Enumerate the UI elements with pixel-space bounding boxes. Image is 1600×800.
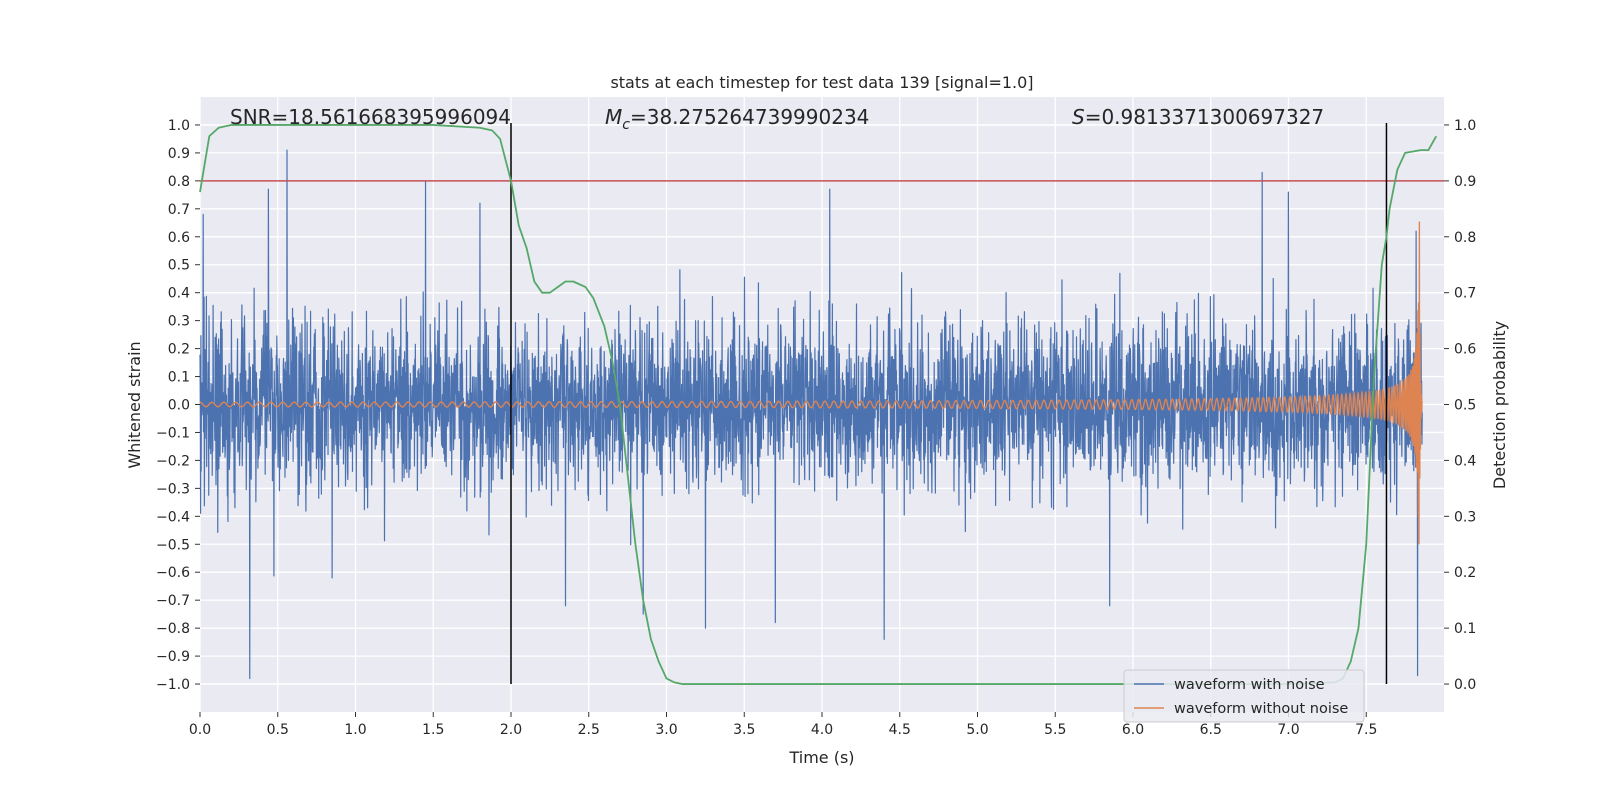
x-tick-label: 4.0 — [811, 722, 833, 738]
legend-box — [1123, 669, 1365, 723]
y-axis-title-left: Whitened strain — [125, 341, 144, 468]
y-tick-label-left: 0.8 — [168, 174, 190, 190]
y-tick-label-left: 0.5 — [168, 258, 190, 274]
y-axis-title-right: Detection probability — [1490, 321, 1509, 489]
y-tick-label-left: 1.0 — [168, 118, 190, 134]
x-tick-label: 0.0 — [189, 722, 211, 738]
noisy-waveform-line — [199, 149, 1423, 680]
chirp-mass-subscript: c — [622, 117, 630, 133]
y-tick-label-right: 0.4 — [1454, 453, 1476, 469]
score-annotation: S=0.9813371300697327 — [1072, 105, 1324, 129]
x-tick-label: 1.5 — [422, 722, 444, 738]
x-tick-label: 5.0 — [966, 722, 988, 738]
x-tick-label: 6.5 — [1200, 722, 1222, 738]
y-tick-label-right: 0.6 — [1454, 342, 1476, 358]
y-tick-label-left: −0.6 — [156, 565, 190, 581]
y-tick-label-left: −0.3 — [156, 481, 190, 497]
axes: 0.0 0.5 1.0 1.5 2.0 2.5 3.0 3.5 4.0 4.5 5.0 5.5 6.0 6… — [156, 118, 1476, 738]
y-tick-label-left: 0.0 — [168, 398, 190, 414]
x-tick-label: 2.0 — [500, 722, 522, 738]
y-tick-label-left: −0.5 — [156, 537, 190, 553]
score-value: =0.9813371300697327 — [1085, 105, 1324, 129]
y-tick-label-left: −1.0 — [156, 677, 190, 693]
x-tick-label: 6.0 — [1122, 722, 1144, 738]
x-tick-label: 1.0 — [344, 722, 366, 738]
detection-probability-line — [199, 124, 1438, 685]
chart-title: stats at each timestep for test data 139… — [610, 73, 1033, 92]
x-tick-label: 7.0 — [1277, 722, 1299, 738]
y-tick-label-right: 0.1 — [1454, 621, 1476, 637]
y-tick-label-right: 0.0 — [1454, 677, 1476, 693]
y-tick-label-left: −0.7 — [156, 593, 190, 609]
x-tick-label: 4.5 — [889, 722, 911, 738]
y-tick-label-left: −0.8 — [156, 621, 190, 637]
x-tick-label: 5.5 — [1044, 722, 1066, 738]
y-tick-label-left: −0.2 — [156, 453, 190, 469]
chirp-mass-symbol: M — [605, 105, 622, 129]
y-tick-label-left: 0.2 — [168, 342, 190, 358]
legend-label-noise: waveform with noise — [1174, 677, 1325, 693]
plot-content — [199, 122, 1444, 685]
x-tick-label: 2.5 — [578, 722, 600, 738]
x-tick-label: 3.5 — [733, 722, 755, 738]
y-tick-label-left: −0.9 — [156, 649, 190, 665]
x-tick-label: 7.5 — [1355, 722, 1377, 738]
legend: waveform with noise waveform without noi… — [1123, 669, 1365, 723]
y-tick-label-left: 0.1 — [168, 370, 190, 386]
y-tick-label-left: 0.7 — [168, 202, 190, 218]
y-tick-label-right: 0.7 — [1454, 286, 1476, 302]
x-tick-label: 0.5 — [267, 722, 289, 738]
x-tick-label: 3.0 — [655, 722, 677, 738]
x-axis-title: Time (s) — [788, 748, 854, 767]
chirp-mass-annotation: Mc=38.275264739990234 — [605, 105, 869, 133]
legend-label-clean: waveform without noise — [1174, 701, 1348, 717]
score-symbol: S — [1072, 105, 1085, 129]
y-tick-label-right: 0.5 — [1454, 398, 1476, 414]
y-tick-label-right: 0.8 — [1454, 230, 1476, 246]
clean-waveform-line — [199, 221, 1423, 545]
y-tick-label-left: 0.3 — [168, 314, 190, 330]
snr-annotation: SNR=18.561668395996094 — [230, 105, 511, 129]
chirp-mass-value: =38.275264739990234 — [630, 105, 869, 129]
y-tick-label-left: 0.6 — [168, 230, 190, 246]
y-tick-label-left: −0.4 — [156, 509, 190, 525]
y-tick-label-right: 0.3 — [1454, 509, 1476, 525]
y-tick-label-left: −0.1 — [156, 425, 190, 441]
y-tick-label-right: 0.9 — [1454, 174, 1476, 190]
y-tick-label-right: 1.0 — [1454, 118, 1476, 134]
y-tick-label-left: 0.9 — [168, 146, 190, 162]
y-tick-label-left: 0.4 — [168, 286, 190, 302]
y-tick-label-right: 0.2 — [1454, 565, 1476, 581]
